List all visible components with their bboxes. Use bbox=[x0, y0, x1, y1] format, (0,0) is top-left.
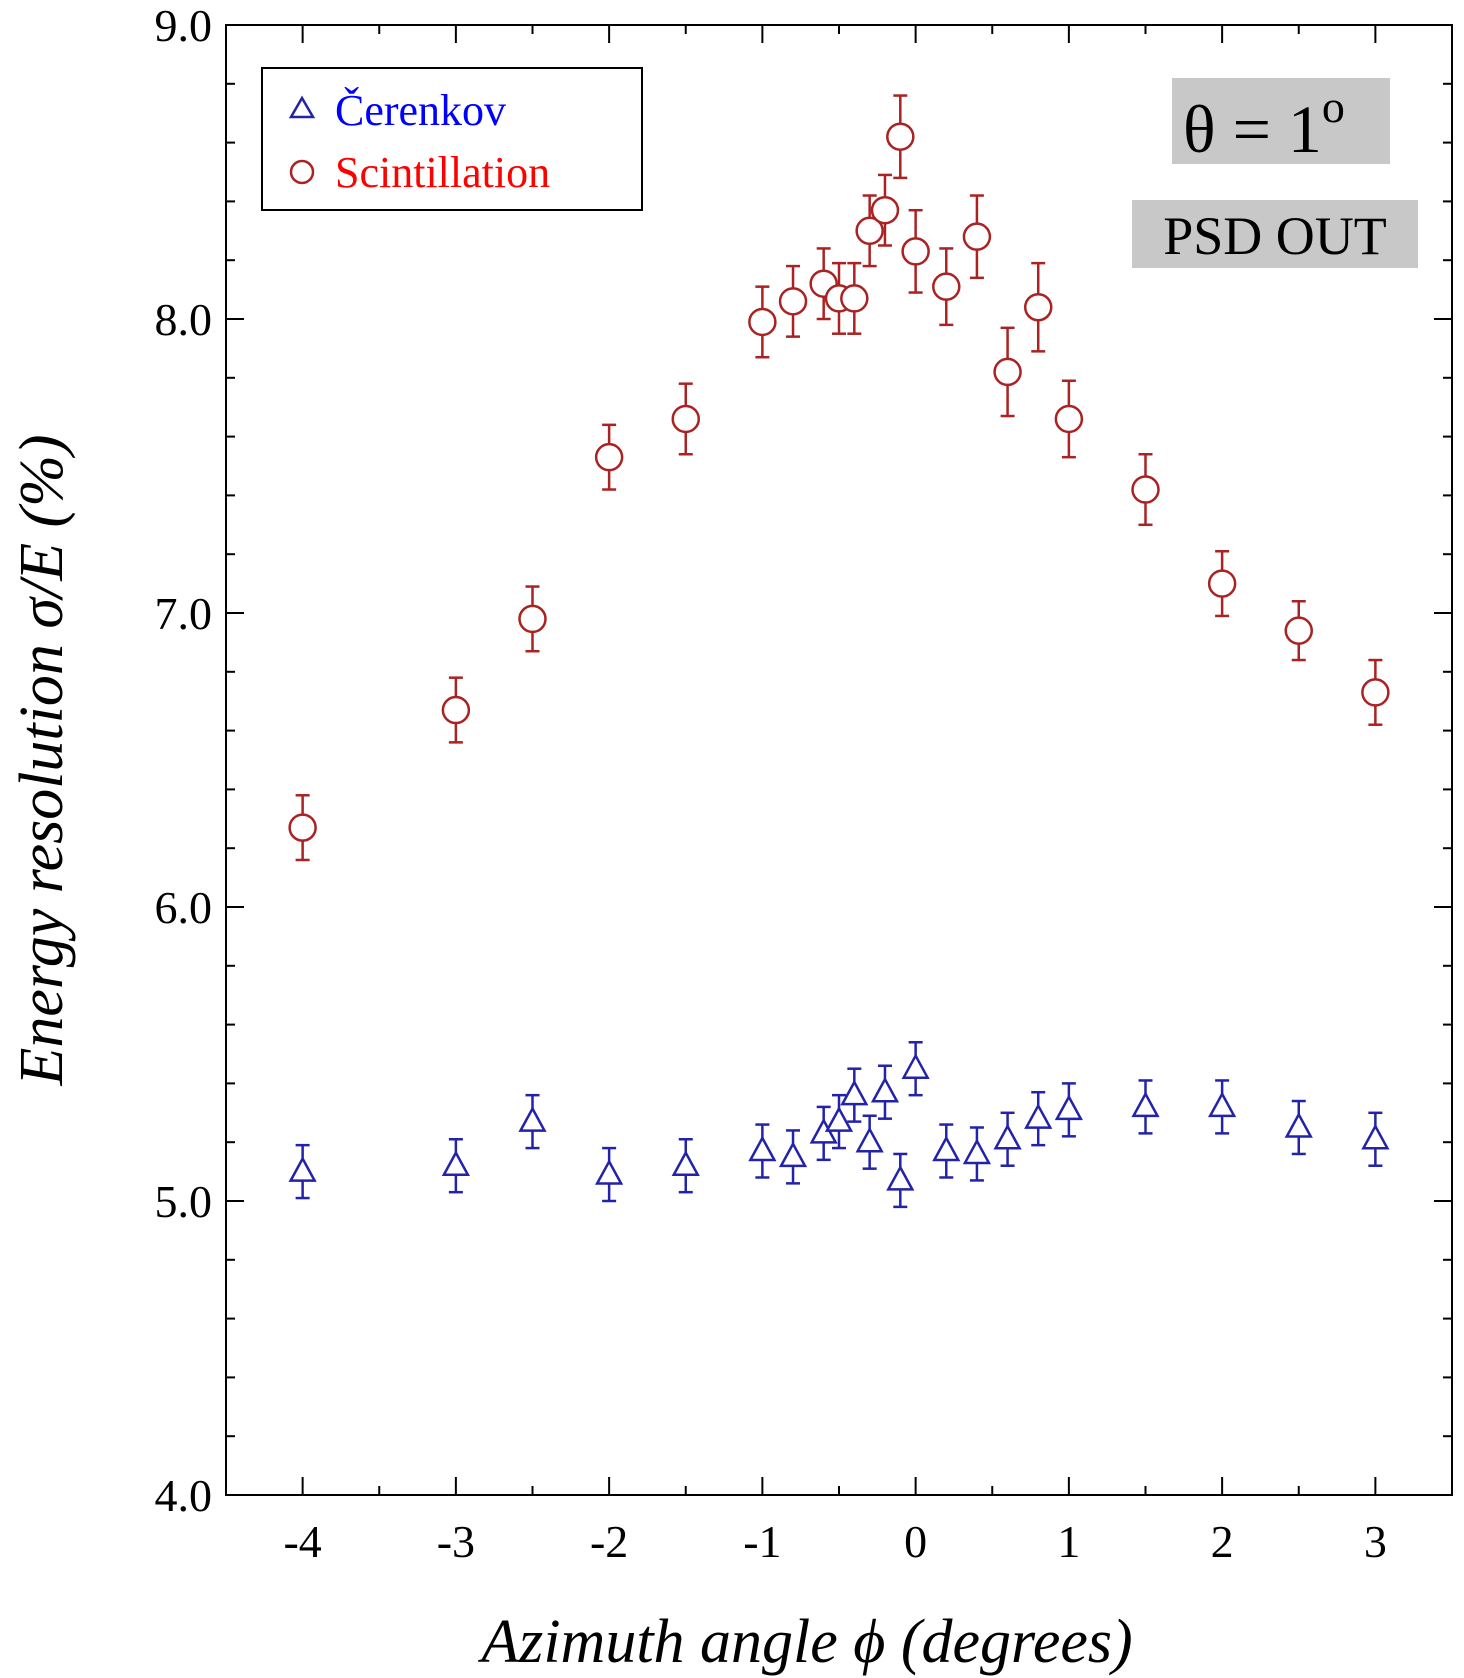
legend-box bbox=[261, 67, 643, 211]
data-point-circle bbox=[518, 604, 547, 634]
legend-triangle-icon bbox=[288, 95, 316, 119]
data-point-circle bbox=[840, 284, 869, 313]
data-point-triangle bbox=[1208, 1091, 1237, 1118]
svg-text:θ = 1o: θ = 1o bbox=[1183, 81, 1345, 167]
data-point-circle bbox=[1054, 404, 1084, 434]
data-point-triangle bbox=[1024, 1103, 1053, 1129]
x-tick-label: -3 bbox=[437, 1516, 475, 1567]
theta-annotation-bg bbox=[1172, 78, 1390, 164]
y-axis-title: Energy resolution σ/E (%) bbox=[8, 435, 76, 1087]
data-point-circle bbox=[993, 357, 1022, 387]
theta-annotation: θ = 1o bbox=[1172, 78, 1390, 167]
data-point-triangle bbox=[824, 1106, 854, 1132]
data-point-circle bbox=[1023, 292, 1053, 322]
data-point-circle bbox=[901, 237, 930, 266]
data-point-triangle bbox=[840, 1079, 869, 1106]
psd-annotation-bg bbox=[1132, 200, 1418, 268]
legend: Čerenkov Scintillation bbox=[261, 67, 643, 211]
y-tick-label: 7.0 bbox=[155, 588, 213, 639]
series-čerenkov bbox=[288, 1040, 1390, 1209]
data-point-circle bbox=[288, 813, 317, 842]
data-point-circle bbox=[671, 404, 700, 434]
data-point-triangle bbox=[993, 1123, 1022, 1150]
data-point-circle bbox=[1207, 569, 1237, 598]
data-point-circle bbox=[1131, 475, 1160, 504]
axis-ticks: -4 -3 -2 -1 0 1 2 3 4.0 5.0 6.0 7.0 8.0 9.0 bbox=[155, 0, 1453, 1567]
x-tick-label: 0 bbox=[904, 1516, 927, 1567]
y-tick-label: 9.0 bbox=[155, 0, 213, 51]
x-tick-label: -2 bbox=[590, 1516, 628, 1567]
legend-label-scintillation: Scintillation bbox=[335, 148, 550, 197]
x-tick-label: 1 bbox=[1057, 1516, 1080, 1567]
data-point-triangle bbox=[671, 1150, 700, 1176]
data-point-circle bbox=[441, 695, 471, 725]
series-scintillation bbox=[288, 94, 1390, 862]
data-point-triangle bbox=[962, 1138, 992, 1165]
y-tick-label: 6.0 bbox=[155, 882, 213, 933]
data-point-circle bbox=[855, 216, 884, 246]
theta-annotation-text: θ = 1 bbox=[1183, 91, 1322, 167]
y-tick-label: 8.0 bbox=[155, 294, 213, 345]
data-point-circle bbox=[1361, 678, 1390, 707]
data-point-triangle bbox=[518, 1106, 547, 1132]
data-point-triangle bbox=[778, 1141, 808, 1168]
psd-annotation: PSD OUT bbox=[1132, 200, 1418, 268]
data-point-triangle bbox=[932, 1135, 961, 1162]
y-tick-label: 4.0 bbox=[155, 1470, 213, 1521]
data-point-triangle bbox=[886, 1164, 915, 1191]
degree-superscript: o bbox=[1322, 81, 1345, 132]
data-point-circle bbox=[748, 307, 777, 337]
psd-annotation-text: PSD OUT bbox=[1163, 206, 1387, 266]
y-tick-label: 5.0 bbox=[155, 1176, 213, 1227]
data-point-triangle bbox=[1284, 1111, 1313, 1138]
data-point-circle bbox=[962, 222, 992, 251]
data-point-circle bbox=[886, 122, 915, 151]
data-point-triangle bbox=[1361, 1123, 1390, 1150]
data-point-triangle bbox=[748, 1135, 777, 1162]
data-point-circle bbox=[778, 287, 808, 316]
x-tick-label: -4 bbox=[283, 1516, 321, 1567]
data-point-triangle bbox=[855, 1126, 884, 1153]
data-point-circle bbox=[870, 195, 900, 225]
data-point-triangle bbox=[441, 1150, 470, 1176]
data-point-triangle bbox=[288, 1155, 317, 1182]
data-point-triangle bbox=[870, 1076, 900, 1103]
x-tick-label: 3 bbox=[1364, 1516, 1387, 1567]
data-point-triangle bbox=[595, 1158, 624, 1185]
x-tick-label: -1 bbox=[743, 1516, 781, 1567]
data-point-circle bbox=[594, 442, 624, 472]
data-point-circle bbox=[1284, 616, 1313, 645]
legend-label-cerenkov: Čerenkov bbox=[335, 86, 506, 135]
legend-circle-icon bbox=[289, 159, 315, 185]
data-point-circle bbox=[932, 272, 961, 301]
data-point-triangle bbox=[901, 1053, 930, 1079]
x-axis-title: Azimuth angle ϕ (degrees) bbox=[477, 1608, 1132, 1676]
x-tick-label: 2 bbox=[1211, 1516, 1234, 1567]
data-point-triangle bbox=[1131, 1091, 1160, 1118]
data-marks bbox=[288, 94, 1390, 1209]
data-point-triangle bbox=[1054, 1094, 1083, 1121]
